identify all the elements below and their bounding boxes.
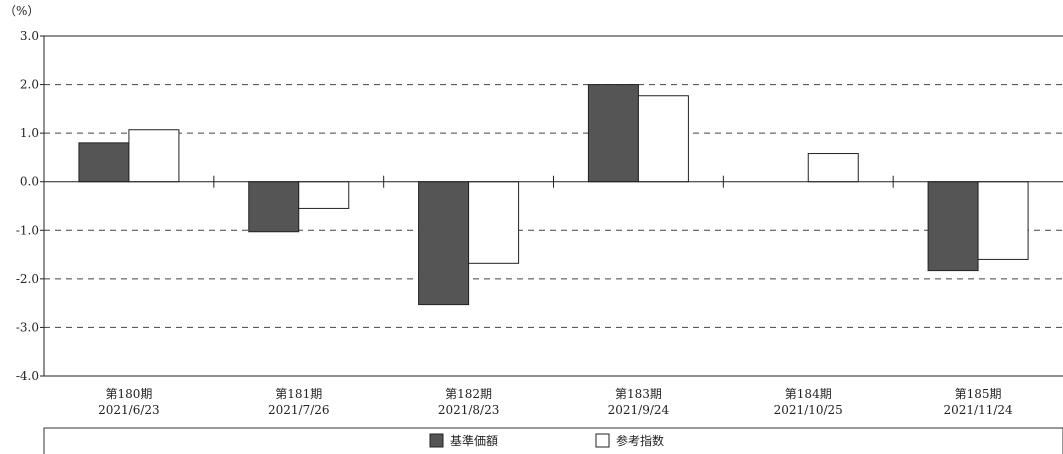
y-tick-label: 0.0 (20, 175, 39, 189)
bar-nav (248, 181, 300, 233)
y-tick-label: -4.0 (16, 369, 39, 383)
legend-box (43, 427, 1063, 454)
y-tick-label: 3.0 (20, 29, 39, 43)
bar-benchmark (128, 129, 180, 183)
x-label-period: 第184期 (785, 387, 832, 401)
legend-label-benchmark: 参考指数 (616, 433, 664, 448)
bars (78, 84, 1029, 306)
y-tick-label: -1.0 (16, 223, 39, 237)
x-label-period: 第181期 (275, 387, 322, 401)
bar-nav (78, 142, 130, 183)
x-label-period: 第182期 (445, 387, 492, 401)
x-label-period: 第180期 (105, 387, 152, 401)
bar-benchmark (637, 95, 689, 183)
bar-benchmark (298, 181, 350, 209)
legend: 基準価額 参考指数 (43, 427, 1063, 454)
x-label-date: 2021/8/23 (438, 403, 500, 417)
x-label-date: 2021/7/26 (268, 403, 330, 417)
bar-nav (927, 181, 979, 272)
y-tick-labels: 3.0 2.0 1.0 0.0 -1.0 -2.0 -3.0 -4.0 (16, 29, 39, 383)
x-label-date: 2021/11/24 (943, 403, 1013, 417)
y-tick-label: -3.0 (16, 320, 39, 334)
x-label-date: 2021/6/23 (98, 403, 160, 417)
legend-swatch-benchmark (595, 433, 610, 448)
x-label-period: 第185期 (955, 387, 1002, 401)
y-tick-label: 1.0 (20, 126, 39, 140)
axes (40, 35, 1063, 377)
bar-benchmark (977, 181, 1029, 260)
y-unit-label: （%） (4, 4, 39, 18)
x-tick-labels: 第180期 2021/6/23 第181期 2021/7/26 第182期 2021/8/… (98, 387, 1013, 417)
y-tick-label: -2.0 (16, 272, 39, 286)
legend-label-nav: 基準価額 (450, 433, 498, 448)
x-label-date: 2021/9/24 (608, 403, 670, 417)
x-label-date: 2021/10/25 (774, 403, 843, 417)
y-tick-label: 2.0 (20, 78, 39, 92)
bar-nav (587, 84, 639, 183)
gridlines (44, 84, 1063, 328)
bar-benchmark (468, 181, 520, 264)
bar-nav (418, 181, 470, 306)
legend-swatch-nav (429, 433, 444, 448)
bar-benchmark (807, 153, 859, 183)
x-label-period: 第183期 (615, 387, 662, 401)
